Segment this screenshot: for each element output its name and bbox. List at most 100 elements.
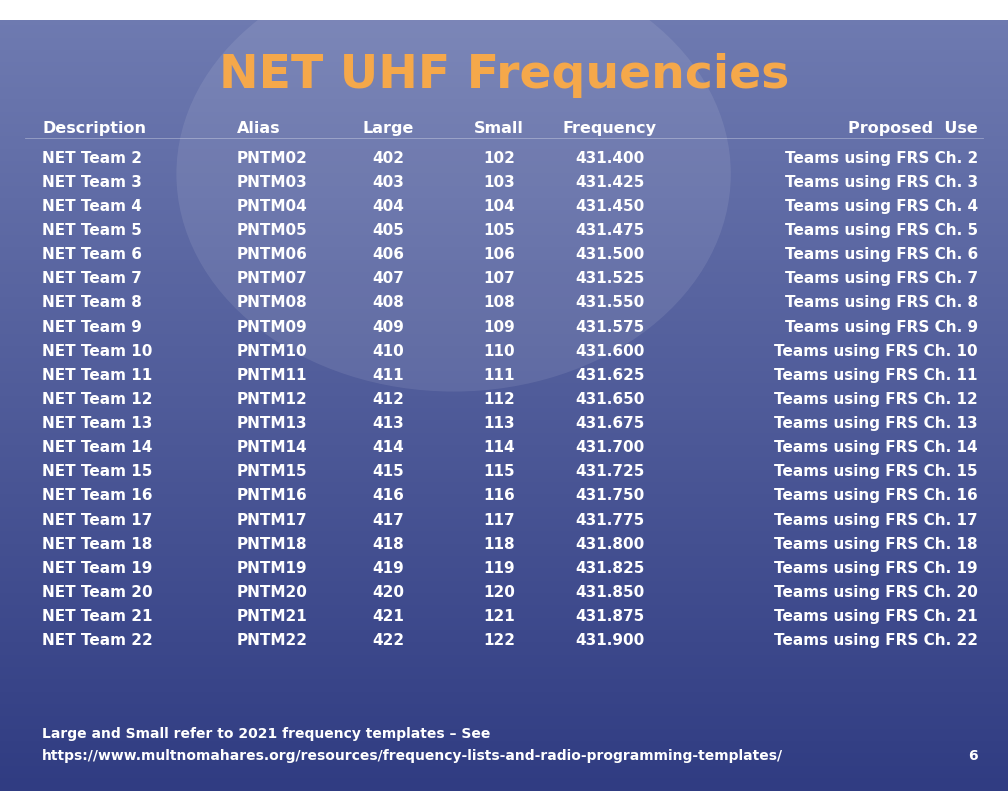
Text: PNTM05: PNTM05	[237, 223, 307, 238]
Text: 105: 105	[483, 223, 515, 238]
Text: NET UHF Frequencies: NET UHF Frequencies	[219, 53, 789, 97]
Text: Teams using FRS Ch. 4: Teams using FRS Ch. 4	[784, 199, 978, 214]
Text: NET Team 12: NET Team 12	[42, 392, 153, 407]
Text: 410: 410	[372, 344, 404, 358]
Text: 121: 121	[483, 609, 515, 624]
Text: 408: 408	[372, 296, 404, 310]
Text: PNTM04: PNTM04	[237, 199, 307, 214]
Text: Teams using FRS Ch. 21: Teams using FRS Ch. 21	[774, 609, 978, 624]
Text: 413: 413	[372, 416, 404, 431]
Text: 431.475: 431.475	[576, 223, 644, 238]
Text: NET Team 4: NET Team 4	[42, 199, 142, 214]
Text: NET Team 8: NET Team 8	[42, 296, 142, 310]
Text: 416: 416	[372, 489, 404, 503]
Text: 411: 411	[372, 368, 404, 383]
Text: 402: 402	[372, 151, 404, 165]
Text: Large: Large	[363, 121, 413, 135]
Text: NET Team 3: NET Team 3	[42, 175, 142, 190]
Text: Teams using FRS Ch. 11: Teams using FRS Ch. 11	[774, 368, 978, 383]
Text: NET Team 6: NET Team 6	[42, 248, 142, 262]
Text: Description: Description	[42, 121, 146, 135]
Text: Alias: Alias	[237, 121, 280, 135]
Text: 431.825: 431.825	[576, 561, 644, 576]
Text: Small: Small	[474, 121, 524, 135]
Text: NET Team 14: NET Team 14	[42, 441, 152, 455]
Text: PNTM02: PNTM02	[237, 151, 307, 165]
Text: NET Team 7: NET Team 7	[42, 271, 142, 286]
Text: 108: 108	[483, 296, 515, 310]
Text: Teams using FRS Ch. 18: Teams using FRS Ch. 18	[774, 537, 978, 551]
Text: 431.550: 431.550	[576, 296, 644, 310]
Text: Frequency: Frequency	[562, 121, 657, 135]
Text: Teams using FRS Ch. 8: Teams using FRS Ch. 8	[784, 296, 978, 310]
Text: 431.425: 431.425	[576, 175, 644, 190]
Text: 414: 414	[372, 441, 404, 455]
Text: 122: 122	[483, 634, 515, 648]
Text: 409: 409	[372, 320, 404, 335]
Text: 421: 421	[372, 609, 404, 624]
Text: NET Team 21: NET Team 21	[42, 609, 153, 624]
Text: PNTM09: PNTM09	[237, 320, 307, 335]
Text: PNTM17: PNTM17	[237, 513, 307, 528]
Text: Teams using FRS Ch. 9: Teams using FRS Ch. 9	[784, 320, 978, 335]
Text: NET Team 15: NET Team 15	[42, 464, 152, 479]
Text: 119: 119	[483, 561, 515, 576]
Text: PNTM18: PNTM18	[237, 537, 307, 551]
Text: 404: 404	[372, 199, 404, 214]
Text: 403: 403	[372, 175, 404, 190]
Text: 112: 112	[483, 392, 515, 407]
Text: Teams using FRS Ch. 10: Teams using FRS Ch. 10	[774, 344, 978, 358]
Text: PNTM16: PNTM16	[237, 489, 307, 503]
Text: 113: 113	[483, 416, 515, 431]
Bar	[0, 0, 1008, 20]
Text: 115: 115	[483, 464, 515, 479]
Text: Teams using FRS Ch. 2: Teams using FRS Ch. 2	[784, 151, 978, 165]
Text: Teams using FRS Ch. 20: Teams using FRS Ch. 20	[774, 585, 978, 600]
Text: 110: 110	[483, 344, 515, 358]
Ellipse shape	[176, 0, 731, 392]
Text: 111: 111	[483, 368, 515, 383]
Text: Teams using FRS Ch. 16: Teams using FRS Ch. 16	[774, 489, 978, 503]
Text: PNTM03: PNTM03	[237, 175, 307, 190]
Text: 431.725: 431.725	[576, 464, 644, 479]
Text: PNTM19: PNTM19	[237, 561, 307, 576]
Text: 412: 412	[372, 392, 404, 407]
Text: 420: 420	[372, 585, 404, 600]
Text: 431.800: 431.800	[576, 537, 644, 551]
Text: 103: 103	[483, 175, 515, 190]
Text: 104: 104	[483, 199, 515, 214]
Text: https://www.multnomahares.org/resources/frequency-lists-and-radio-programming-te: https://www.multnomahares.org/resources/…	[42, 749, 783, 763]
Text: 102: 102	[483, 151, 515, 165]
Text: NET Team 16: NET Team 16	[42, 489, 153, 503]
Text: 120: 120	[483, 585, 515, 600]
Text: PNTM08: PNTM08	[237, 296, 307, 310]
Text: NET Team 9: NET Team 9	[42, 320, 142, 335]
Text: NET Team 13: NET Team 13	[42, 416, 152, 431]
Text: 431.575: 431.575	[576, 320, 644, 335]
Text: Teams using FRS Ch. 17: Teams using FRS Ch. 17	[774, 513, 978, 528]
Text: Teams using FRS Ch. 7: Teams using FRS Ch. 7	[784, 271, 978, 286]
Text: Teams using FRS Ch. 5: Teams using FRS Ch. 5	[784, 223, 978, 238]
Text: PNTM14: PNTM14	[237, 441, 307, 455]
Text: PNTM12: PNTM12	[237, 392, 307, 407]
Text: PNTM15: PNTM15	[237, 464, 307, 479]
Text: Teams using FRS Ch. 12: Teams using FRS Ch. 12	[774, 392, 978, 407]
Text: NET Team 11: NET Team 11	[42, 368, 152, 383]
Text: PNTM22: PNTM22	[237, 634, 307, 648]
Text: 418: 418	[372, 537, 404, 551]
Text: NET Team 19: NET Team 19	[42, 561, 152, 576]
Text: 405: 405	[372, 223, 404, 238]
Text: 419: 419	[372, 561, 404, 576]
Text: 118: 118	[483, 537, 515, 551]
Text: 422: 422	[372, 634, 404, 648]
Text: Teams using FRS Ch. 6: Teams using FRS Ch. 6	[784, 248, 978, 262]
Text: NET Team 10: NET Team 10	[42, 344, 152, 358]
Text: 116: 116	[483, 489, 515, 503]
Text: 106: 106	[483, 248, 515, 262]
Text: Teams using FRS Ch. 13: Teams using FRS Ch. 13	[774, 416, 978, 431]
Text: PNTM20: PNTM20	[237, 585, 307, 600]
Text: 431.525: 431.525	[576, 271, 644, 286]
Text: 431.675: 431.675	[576, 416, 644, 431]
Text: 431.700: 431.700	[576, 441, 644, 455]
Text: 431.450: 431.450	[576, 199, 644, 214]
